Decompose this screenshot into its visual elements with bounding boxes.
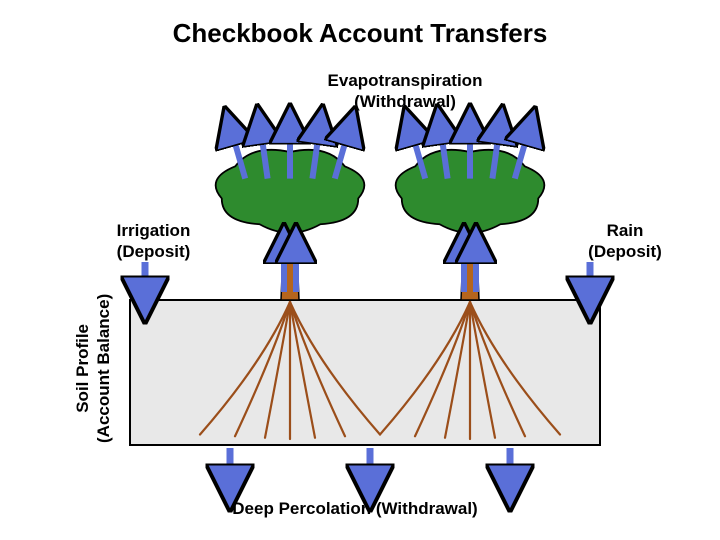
- diagram-svg: [0, 0, 720, 540]
